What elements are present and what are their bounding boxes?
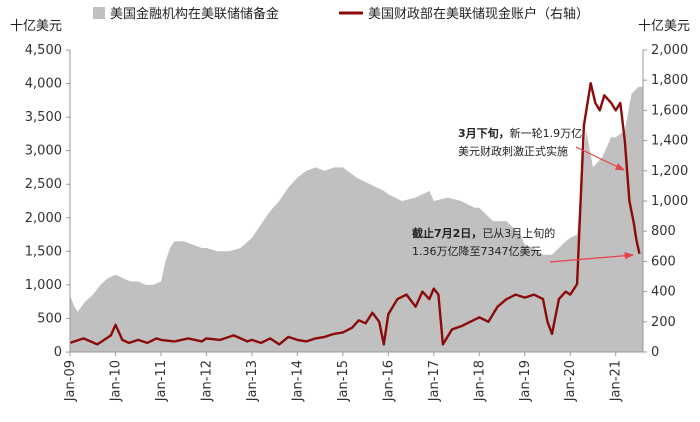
right-tick-label: 1,400 (651, 134, 688, 149)
left-tick-label: 4,000 (25, 77, 62, 92)
x-tick-label: Jan-11 (154, 360, 169, 402)
x-tick-label: Jan-12 (199, 360, 214, 402)
right-tick-label: 1,600 (651, 103, 688, 118)
annotation-2-rest: 已从3月上旬的 (482, 226, 555, 240)
tga-line-group (69, 82, 641, 346)
left-tick-label: 500 (37, 311, 62, 326)
annotation-2-line2: 1.36万亿降至7347亿美元 (412, 244, 542, 258)
annotation-1-bold: 3月下旬， (458, 126, 510, 140)
left-tick-label: 2,000 (25, 211, 62, 226)
right-tick-label: 1,800 (651, 73, 688, 88)
left-tick-label: 2,500 (25, 177, 62, 192)
left-tick-label: 3,500 (25, 110, 62, 125)
x-tick-label: Jan-15 (336, 360, 351, 402)
x-tick-label: Jan-13 (245, 360, 260, 402)
right-tick-label: 600 (651, 254, 676, 269)
x-tick-label: Jan-18 (472, 360, 487, 402)
legend-swatch-reserves (93, 7, 105, 19)
tga-line (69, 82, 641, 346)
right-tick-label: 400 (651, 285, 676, 300)
annotation-1-arrow (575, 146, 626, 171)
right-tick-label: 2,000 (651, 43, 688, 58)
x-tick-label: Jan-21 (609, 360, 624, 402)
ticks-group: 0 500 1,000 1,500 2,000 2,500 3,000 3,500 4,000 4… (25, 43, 688, 402)
legend-label-tga: 美国财政部在美联储现金账户（右轴） (368, 6, 589, 22)
right-tick-label: 1,200 (651, 164, 688, 179)
x-tick-label: Jan-10 (108, 360, 123, 402)
reserves-area (70, 86, 643, 353)
legend-swatch-tga (339, 11, 363, 15)
legend-label-reserves: 美国金融机构在美联储储备金 (110, 6, 279, 22)
x-tick-label: Jan-19 (518, 360, 533, 402)
reserves-area-group (70, 86, 643, 353)
x-tick-label: Jan-14 (290, 360, 305, 402)
x-tick-label: Jan-17 (427, 360, 442, 402)
x-tick-label: Jan-16 (381, 360, 396, 402)
annotation-2-arrow (549, 252, 635, 263)
left-tick-label: 0 (54, 345, 62, 360)
right-tick-label: 0 (651, 345, 659, 360)
annotation-1-line2: 美元财政刺激正式实施 (458, 144, 568, 158)
annotation-2-line1: 截止7月2日，已从3月上旬的 (412, 226, 555, 240)
left-axis-unit: 十亿美元 (10, 19, 62, 34)
annotation-2-bold: 截止7月2日， (412, 226, 482, 240)
left-tick-label: 1,000 (25, 278, 62, 293)
right-tick-label: 200 (651, 315, 676, 330)
annotation-1-line1: 3月下旬，新一轮1.9万亿 (458, 126, 582, 140)
x-tick-label: Jan-09 (63, 360, 78, 402)
right-tick-label: 800 (651, 224, 676, 239)
left-tick-label: 4,500 (25, 43, 62, 58)
x-tick-label: Jan-20 (563, 360, 578, 402)
left-tick-label: 3,000 (25, 144, 62, 159)
right-tick-label: 1,000 (651, 194, 688, 209)
right-axis-unit: 十亿美元 (638, 19, 690, 34)
left-tick-label: 1,500 (25, 244, 62, 259)
annotation-1-rest: 新一轮1.9万亿 (510, 126, 583, 140)
